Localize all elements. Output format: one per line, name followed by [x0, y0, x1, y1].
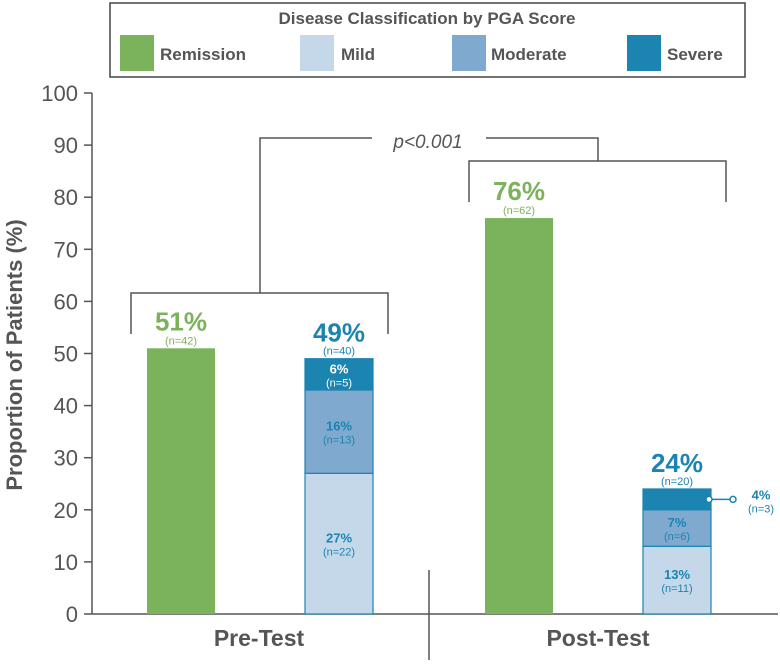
segment-n-label: (n=6)	[664, 531, 690, 543]
bar-total-label: 51%	[155, 306, 207, 336]
y-tick-label: 100	[41, 81, 78, 106]
bar-segment-moderate	[642, 509, 712, 547]
bar-remission	[147, 348, 215, 614]
segment-n-label: (n=22)	[323, 547, 355, 559]
y-tick-label: 0	[66, 602, 78, 627]
callout-dot	[705, 495, 713, 504]
y-tick-label: 50	[54, 342, 78, 367]
bars	[147, 218, 712, 615]
legend-label-moderate: Moderate	[491, 45, 567, 64]
label-backdrop	[639, 442, 715, 487]
x-category-label: Pre-Test	[214, 625, 305, 651]
bar-segment-mild	[304, 472, 374, 615]
bar-total-label: 24%	[651, 448, 703, 478]
y-tick-label: 20	[54, 498, 78, 523]
segment-n-label: (n=11)	[661, 583, 692, 595]
join-bracket-left	[259, 137, 372, 293]
legend: Disease Classification by PGA Score Remi…	[109, 2, 746, 78]
legend-label-remission: Remission	[160, 45, 246, 64]
bar-n-label: (n=42)	[165, 335, 197, 347]
significance-bracket: p<0.001	[130, 132, 727, 334]
p-value-label: p<0.001	[392, 132, 462, 153]
bar-segment-moderate	[304, 389, 374, 474]
legend-swatch-moderate	[452, 35, 486, 71]
legend-label-severe: Severe	[667, 45, 723, 64]
callout-dot	[729, 495, 737, 504]
legend-title: Disease Classification by PGA Score	[279, 9, 576, 28]
bar-total-label: 76%	[493, 176, 545, 206]
bar-total-label: 49%	[313, 318, 365, 348]
y-tick-label: 40	[54, 394, 78, 419]
axes: 0 10 20 30 40 50 60 70 80 90 100 Pre-Test Post-Test	[41, 81, 778, 660]
y-tick-label: 90	[54, 133, 78, 158]
legend-swatch-remission	[120, 35, 154, 71]
segment-n-label: (n=5)	[326, 377, 352, 389]
legend-swatch-severe	[627, 35, 661, 71]
segment-n-label: (n=13)	[323, 435, 355, 447]
bar-n-label: (n=62)	[503, 205, 535, 217]
bar-segment-severe	[642, 488, 712, 511]
segment-n-label: (n=3)	[748, 503, 774, 515]
segment-pct-label: 4%	[752, 487, 771, 502]
segment-pct-label: 6%	[330, 361, 349, 376]
y-tick-label: 70	[54, 237, 78, 262]
join-bracket-right	[486, 137, 599, 161]
legend-label-mild: Mild	[341, 45, 375, 64]
bar-segment-severe	[304, 358, 374, 391]
label-backdrop	[301, 312, 377, 357]
legend-items: Remission Mild Moderate Severe	[120, 35, 723, 71]
y-tick-label: 60	[54, 289, 78, 314]
label-backdrop	[143, 302, 219, 347]
segment-pct-label: 13%	[664, 567, 690, 582]
bar-labels: 51%(n=42)27%(n=22)16%(n=13)6%(n=5)49%(n=…	[143, 172, 774, 595]
y-tick-label: 30	[54, 446, 78, 471]
bar-n-label: (n=20)	[661, 476, 693, 488]
y-tick-label: 80	[54, 185, 78, 210]
label-backdrop	[481, 172, 557, 217]
y-axis-title: Proportion of Patients (%)	[2, 219, 27, 490]
legend-swatch-mild	[300, 35, 334, 71]
segment-pct-label: 16%	[326, 419, 352, 434]
y-tick-label: 10	[54, 550, 78, 575]
bar-n-label: (n=40)	[323, 346, 355, 358]
bar-remission	[485, 218, 553, 615]
segment-pct-label: 7%	[668, 515, 687, 530]
segment-pct-label: 27%	[326, 531, 352, 546]
x-category-label: Post-Test	[546, 625, 649, 651]
bar-segment-mild	[642, 545, 712, 615]
